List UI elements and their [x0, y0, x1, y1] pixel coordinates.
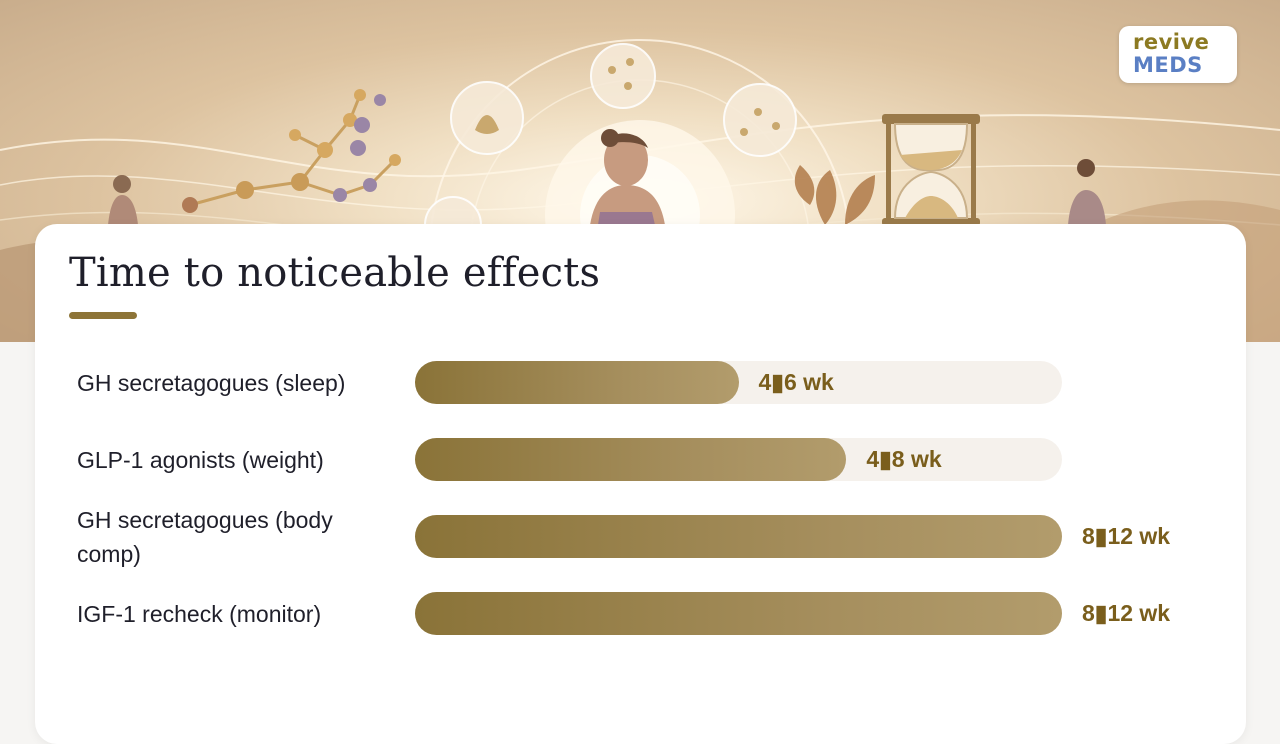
bar-track [415, 592, 1062, 635]
bar-track [415, 361, 1062, 404]
chart-title: Time to noticeable effects [69, 250, 601, 296]
bar [415, 592, 1062, 635]
value-label: 8▮12 wk [1082, 523, 1171, 549]
value-label: 4▮6 wk [758, 369, 834, 395]
value-label: 4▮8 wk [866, 446, 942, 472]
category-label: GH secretagogues (sleep) [77, 370, 346, 396]
chart-card [35, 224, 1246, 744]
brand-logo[interactable]: revive MEDS [1119, 26, 1237, 83]
category-label: GH secretagogues (body comp) [77, 507, 333, 567]
bar-track [415, 438, 1062, 481]
category-label: GLP-1 agonists (weight) [77, 447, 324, 473]
brand-line1: revive [1133, 30, 1210, 54]
category-label: IGF-1 recheck (monitor) [77, 601, 322, 627]
title-underline [69, 312, 137, 319]
value-label: 8▮12 wk [1082, 600, 1171, 626]
bar [415, 515, 1062, 558]
bar-track [415, 515, 1062, 558]
bar [415, 438, 847, 481]
bar [415, 361, 739, 404]
brand-line2: MEDS [1133, 53, 1203, 77]
